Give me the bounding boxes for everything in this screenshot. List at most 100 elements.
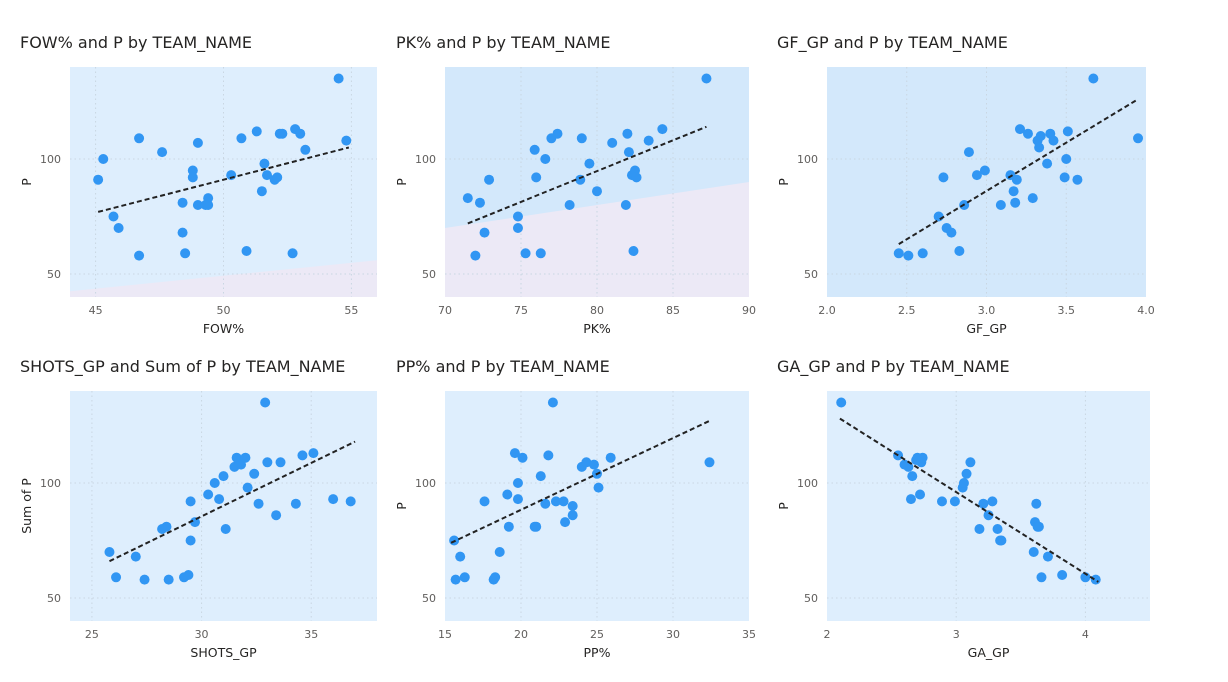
data-point[interactable] [628,246,639,256]
data-point[interactable] [576,133,587,144]
data-point[interactable] [974,524,985,534]
data-point[interactable] [958,478,969,488]
data-point[interactable] [938,172,949,183]
data-point[interactable] [503,521,514,532]
data-point[interactable] [987,496,998,507]
data-point[interactable] [965,457,976,468]
data-point[interactable] [98,154,109,164]
data-point[interactable] [917,452,928,463]
data-point[interactable] [490,572,501,583]
data-point[interactable] [512,478,523,488]
data-point[interactable] [946,227,957,238]
data-point[interactable] [484,174,495,185]
data-point[interactable] [113,223,124,233]
data-point[interactable] [1034,142,1045,153]
data-point[interactable] [512,211,523,222]
data-point[interactable] [134,133,145,144]
data-point[interactable] [979,165,990,176]
data-point[interactable] [341,135,352,146]
data-point[interactable] [260,397,271,408]
data-point[interactable] [915,489,926,500]
data-point[interactable] [978,498,989,509]
data-point[interactable] [262,457,273,468]
data-point[interactable] [517,452,528,463]
data-point[interactable] [111,572,122,583]
data-point[interactable] [535,248,546,259]
data-point[interactable] [996,535,1007,546]
data-point[interactable] [203,489,214,500]
data-point[interactable] [295,128,306,139]
data-point[interactable] [535,471,546,482]
data-point[interactable] [1033,521,1044,532]
data-point[interactable] [185,496,196,507]
data-point[interactable] [836,397,847,408]
data-point[interactable] [907,471,918,482]
data-point[interactable] [93,174,104,185]
data-point[interactable] [936,496,947,507]
data-point[interactable] [290,498,301,509]
data-point[interactable] [1022,128,1033,139]
data-point[interactable] [256,186,267,197]
data-point[interactable] [240,452,251,463]
data-point[interactable] [1042,158,1053,169]
data-point[interactable] [543,450,554,461]
data-point[interactable] [1035,131,1046,141]
data-point[interactable] [185,535,196,546]
data-point[interactable] [643,135,654,146]
data-point[interactable] [272,172,283,183]
data-point[interactable] [509,448,520,459]
data-point[interactable] [308,448,319,459]
data-point[interactable] [903,250,914,261]
data-point[interactable] [983,510,994,521]
data-point[interactable] [259,158,270,169]
data-point[interactable] [130,551,141,562]
data-point[interactable] [552,128,563,139]
data-point[interactable] [251,126,262,137]
data-point[interactable] [470,250,481,261]
data-point[interactable] [540,154,551,164]
data-point[interactable] [558,496,569,507]
data-point[interactable] [297,450,308,461]
data-point[interactable] [450,574,461,585]
data-point[interactable] [657,124,668,135]
data-point[interactable] [560,517,571,528]
data-point[interactable] [575,174,586,185]
data-point[interactable] [271,510,282,521]
data-point[interactable] [218,471,229,482]
data-point[interactable] [261,170,272,181]
data-point[interactable] [531,521,542,532]
data-point[interactable] [287,248,298,259]
data-point[interactable] [242,482,253,493]
data-point[interactable] [547,397,558,408]
data-point[interactable] [701,73,712,84]
data-point[interactable] [1042,551,1053,562]
data-point[interactable] [623,147,634,158]
data-point[interactable] [300,144,311,155]
data-point[interactable] [620,200,631,210]
data-point[interactable] [540,498,551,509]
data-point[interactable] [462,193,473,204]
data-point[interactable] [954,246,965,256]
data-point[interactable] [455,551,466,562]
data-point[interactable] [104,547,115,557]
data-point[interactable] [1133,133,1144,144]
data-point[interactable] [631,172,642,183]
data-point[interactable] [1014,124,1025,135]
data-point[interactable] [220,524,231,534]
data-point[interactable] [1061,154,1072,164]
data-point[interactable] [933,211,944,222]
data-point[interactable] [1010,197,1021,208]
data-point[interactable] [479,496,490,507]
data-point[interactable] [512,494,523,505]
data-point[interactable] [588,459,599,470]
data-point[interactable] [949,496,960,507]
data-point[interactable] [241,246,252,256]
data-point[interactable] [214,494,225,505]
data-point[interactable] [1008,186,1019,197]
data-point[interactable] [622,128,633,139]
data-point[interactable] [328,494,339,505]
data-point[interactable] [163,574,174,585]
data-point[interactable] [108,211,119,222]
data-point[interactable] [474,197,485,208]
data-point[interactable] [479,227,490,238]
